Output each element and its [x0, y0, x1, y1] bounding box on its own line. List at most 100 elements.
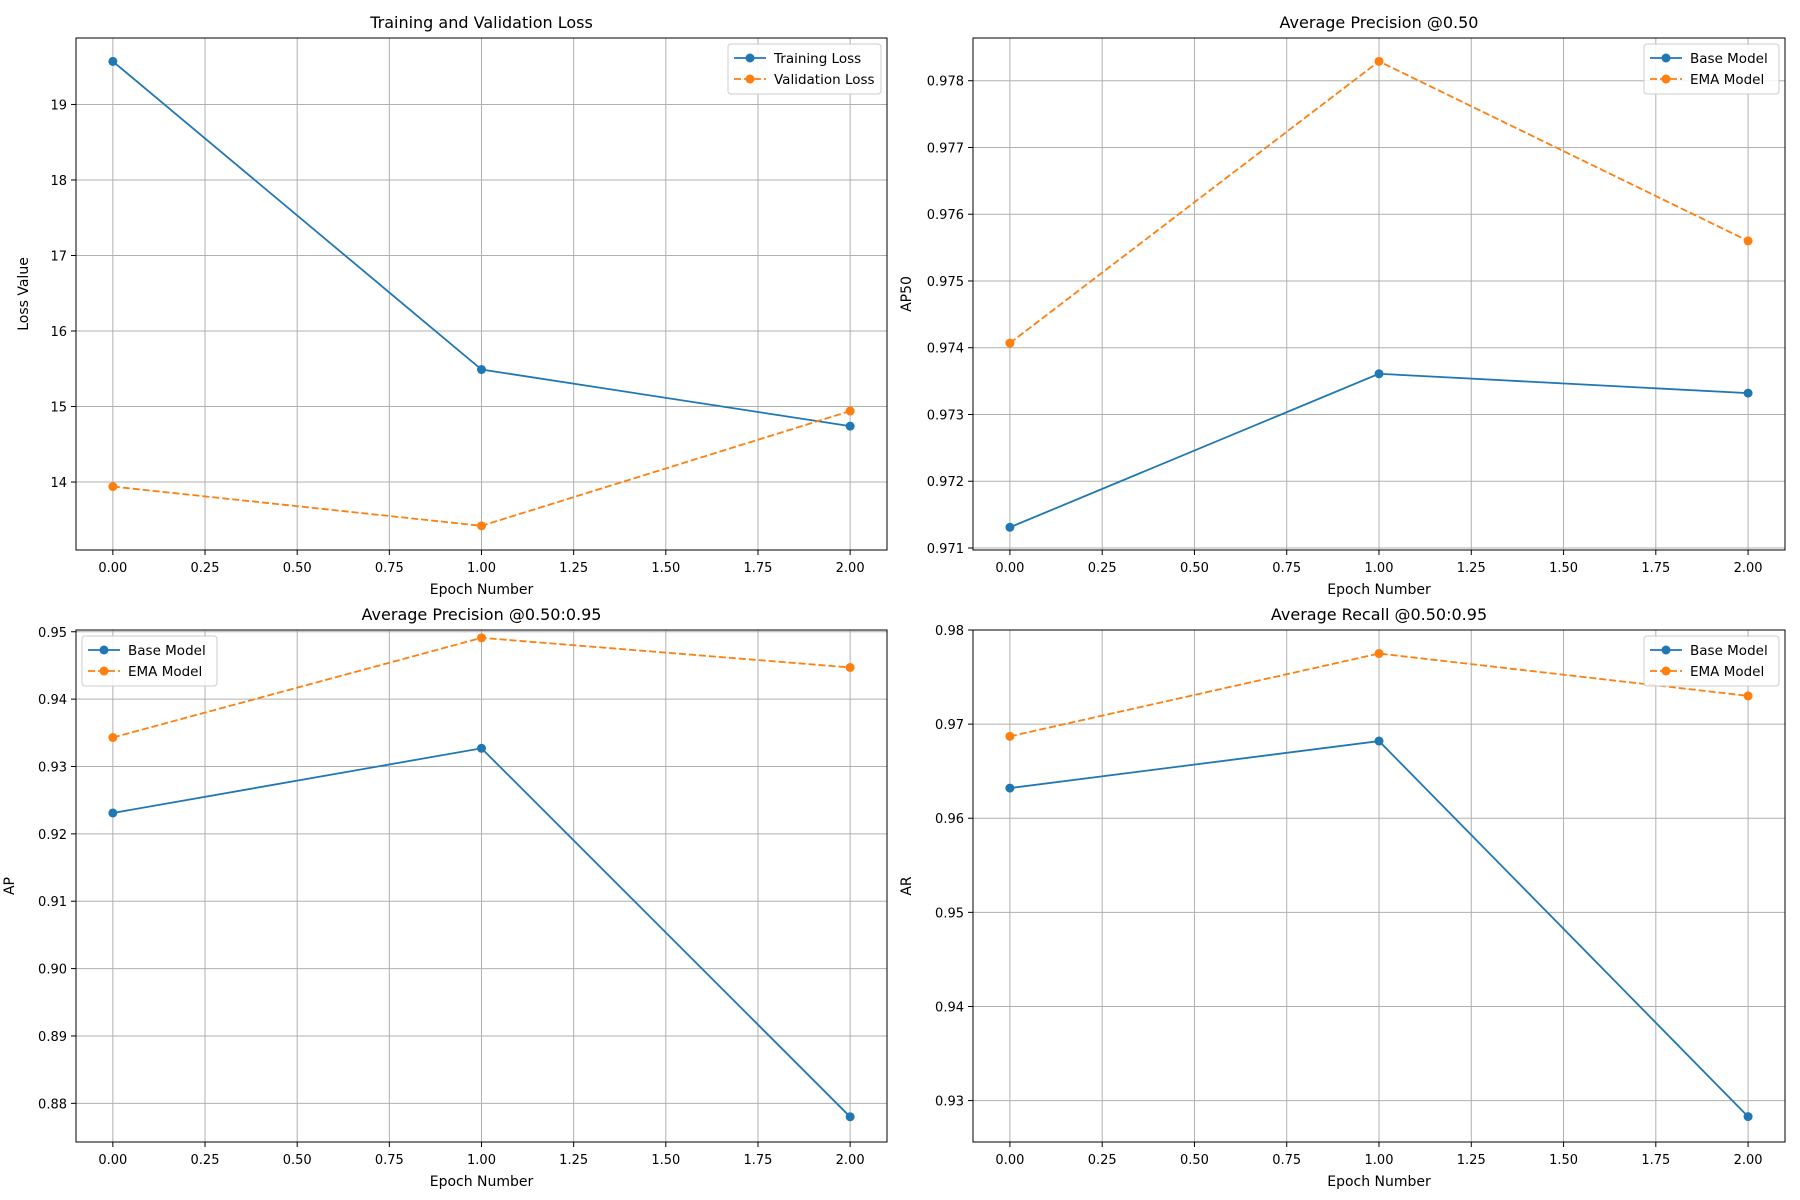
data-point — [1743, 1112, 1753, 1122]
data-point — [477, 633, 486, 643]
data-point — [1005, 338, 1015, 348]
x-tick-label: 0.00 — [98, 1153, 127, 1168]
legend: Base Model EMA Model — [1643, 43, 1780, 95]
y-tick-label: 14 — [50, 476, 67, 491]
legend-label: Validation Loss — [774, 72, 875, 88]
y-axis-label: Loss Value — [16, 257, 32, 331]
x-tick-label: 0.25 — [1088, 1153, 1117, 1168]
legend: Base Model EMA Model — [81, 635, 218, 687]
data-point — [108, 808, 118, 818]
legend-swatch-marker — [745, 53, 755, 63]
x-tick-label: 0.00 — [995, 561, 1024, 576]
x-tick-label: 0.25 — [191, 561, 220, 576]
y-tick-label: 0.978 — [927, 75, 964, 90]
x-tick-label: 0.00 — [995, 1153, 1024, 1168]
x-tick-label: 1.25 — [559, 561, 588, 576]
x-tick-label: 1.75 — [744, 561, 773, 576]
data-point — [845, 421, 855, 431]
x-axis-label: Epoch Number — [430, 1174, 534, 1190]
data-point — [108, 56, 118, 66]
chart-title: Training and Validation Loss — [369, 13, 593, 32]
x-axis-label: Epoch Number — [430, 582, 534, 598]
data-point — [1005, 522, 1015, 532]
data-point — [845, 406, 855, 416]
data-point — [108, 482, 118, 492]
x-tick-label: 0.75 — [375, 561, 404, 576]
legend: Training Loss Validation Loss — [727, 43, 882, 95]
x-tick-label: 2.00 — [1734, 561, 1763, 576]
y-tick-label: 0.89 — [38, 1030, 67, 1045]
subplot-3: 0.00 0.25 0.50 0.75 1.00 1.25 1.50 1.75 2.00 0.88… — [2, 605, 888, 1190]
y-tick-label: 0.974 — [927, 342, 964, 357]
y-tick-label: 0.95 — [935, 906, 964, 921]
legend-swatch-marker — [745, 74, 755, 84]
y-tick-label: 18 — [50, 174, 67, 189]
subplot-2: 0.00 0.25 0.50 0.75 1.00 1.25 1.50 1.75 2.00 0.97… — [899, 13, 1786, 598]
x-tick-label: 1.50 — [1549, 561, 1578, 576]
y-tick-label: 0.975 — [927, 275, 964, 290]
data-point — [477, 365, 486, 375]
legend-label: Base Model — [1690, 643, 1768, 659]
chart-title: Average Recall @0.50:0.95 — [1271, 605, 1487, 624]
x-tick-label: 0.00 — [98, 561, 127, 576]
axes-frame — [75, 629, 888, 1143]
legend-swatch-marker — [1661, 666, 1671, 676]
y-tick-label: 0.93 — [38, 760, 67, 775]
data-point — [845, 1112, 855, 1122]
data-point — [477, 743, 486, 753]
x-tick-label: 1.00 — [1365, 1153, 1394, 1168]
x-tick-label: 0.25 — [1088, 561, 1117, 576]
y-tick-label: 0.92 — [38, 828, 67, 843]
x-tick-label: 1.00 — [1365, 561, 1394, 576]
x-tick-label: 1.50 — [651, 1153, 680, 1168]
x-tick-label: 1.00 — [467, 561, 496, 576]
y-tick-label: 0.971 — [927, 542, 964, 557]
x-axis-label: Epoch Number — [1327, 1174, 1431, 1190]
y-tick-label: 0.96 — [935, 812, 964, 827]
x-tick-label: 0.50 — [1180, 561, 1209, 576]
legend-swatch-marker — [1661, 53, 1671, 63]
data-point — [1743, 388, 1753, 398]
legend-label: EMA Model — [128, 664, 202, 680]
y-axis-label: AP50 — [899, 276, 915, 312]
y-tick-label: 0.94 — [935, 1000, 964, 1015]
data-point — [1374, 369, 1384, 379]
x-tick-label: 1.00 — [467, 1153, 496, 1168]
axes-frame — [972, 629, 1786, 1143]
data-point — [108, 733, 118, 743]
chart-title: Average Precision @0.50 — [1280, 13, 1479, 32]
y-tick-label: 0.88 — [38, 1097, 67, 1112]
data-point — [1005, 731, 1015, 741]
x-axis-label: Epoch Number — [1327, 582, 1431, 598]
chart-title: Average Precision @0.50:0.95 — [362, 605, 602, 624]
y-axis-label: AR — [899, 876, 915, 896]
data-point — [1743, 236, 1753, 246]
y-tick-label: 0.972 — [927, 475, 964, 490]
y-tick-label: 16 — [50, 325, 67, 340]
y-tick-label: 0.97 — [935, 718, 964, 733]
legend-label: Base Model — [128, 643, 206, 659]
x-tick-label: 1.25 — [559, 1153, 588, 1168]
y-tick-label: 0.976 — [927, 208, 964, 223]
y-axis-label: AP — [2, 877, 18, 895]
y-tick-label: 0.90 — [38, 963, 67, 978]
series-line-1 — [1009, 652, 1749, 738]
legend-swatch-marker — [99, 645, 109, 655]
subplot-1: 0.00 0.25 0.50 0.75 1.00 1.25 1.50 1.75 2.00 14 15… — [16, 13, 888, 598]
legend-box — [727, 43, 882, 95]
legend-box — [1643, 635, 1780, 687]
x-tick-label: 1.75 — [1641, 561, 1670, 576]
axes-frame — [972, 37, 1786, 551]
x-tick-label: 0.50 — [283, 1153, 312, 1168]
y-tick-label: 0.94 — [38, 693, 67, 708]
x-tick-label: 2.00 — [1734, 1153, 1763, 1168]
y-tick-label: 19 — [50, 98, 67, 113]
x-tick-label: 1.25 — [1457, 1153, 1486, 1168]
y-tick-label: 0.93 — [935, 1095, 964, 1110]
x-tick-label: 0.50 — [283, 561, 312, 576]
x-tick-label: 0.25 — [191, 1153, 220, 1168]
legend-label: Base Model — [1690, 51, 1768, 67]
axes-frame — [75, 37, 888, 551]
data-point — [1005, 783, 1015, 793]
